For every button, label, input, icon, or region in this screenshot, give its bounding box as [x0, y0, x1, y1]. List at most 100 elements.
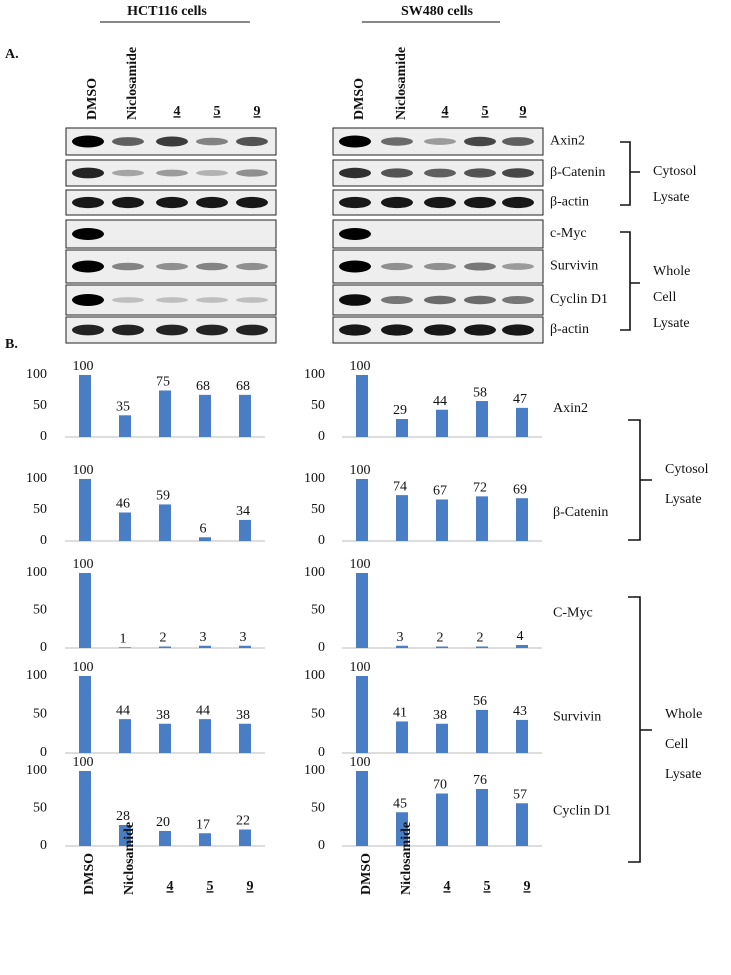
lane-label: 5	[484, 879, 491, 894]
bar	[436, 793, 448, 846]
blot-band	[112, 262, 144, 271]
lane-label: Niclosamide	[399, 822, 414, 895]
group-label: Lysate	[665, 767, 702, 782]
y-tick-label: 0	[318, 838, 325, 853]
blot-band	[424, 262, 456, 271]
y-tick-label: 50	[311, 707, 325, 722]
lane-label: 9	[520, 104, 527, 119]
lane-label: 5	[207, 879, 214, 894]
panel-b-label: B.	[5, 337, 18, 352]
y-tick-label: 100	[304, 668, 325, 683]
lane-label: 9	[254, 104, 261, 119]
y-tick-label: 50	[311, 801, 325, 816]
y-tick-label: 100	[26, 367, 47, 382]
blot-band	[381, 168, 413, 178]
y-tick-label: 100	[26, 565, 47, 580]
value-label: 28	[116, 809, 130, 824]
blot-band	[156, 169, 188, 177]
value-label: 100	[73, 755, 94, 770]
blot-band	[381, 324, 413, 336]
y-tick-label: 50	[33, 398, 47, 413]
group-label: Cell	[665, 737, 688, 752]
row-label: Survivin	[553, 710, 601, 725]
blot-band	[196, 170, 228, 176]
value-label: 4	[517, 629, 524, 644]
lane-label: 4	[444, 879, 451, 894]
bar	[199, 394, 211, 437]
value-label: 47	[513, 392, 527, 407]
blot-band	[72, 135, 104, 148]
group-label: Lysate	[653, 316, 690, 331]
blot-band	[236, 196, 268, 209]
blot-band	[156, 262, 188, 271]
blot-band	[339, 135, 371, 148]
blot-band	[339, 196, 371, 209]
y-tick-label: 0	[318, 429, 325, 444]
blot-band	[236, 297, 268, 303]
bar	[436, 499, 448, 541]
bracket	[628, 419, 652, 541]
blot-band	[464, 168, 496, 178]
blot-band	[72, 196, 104, 209]
y-tick-label: 100	[26, 763, 47, 778]
y-tick-label: 50	[311, 398, 325, 413]
lane-label: 4	[442, 104, 449, 119]
bar	[119, 415, 131, 437]
value-label: 3	[240, 630, 247, 645]
y-tick-label: 0	[40, 745, 47, 760]
bar	[396, 419, 408, 437]
value-label: 2	[437, 631, 444, 646]
blot-band	[156, 136, 188, 147]
bar	[79, 573, 91, 648]
bar	[239, 723, 251, 753]
bar	[239, 394, 251, 437]
blot-band	[156, 196, 188, 209]
bar	[119, 512, 131, 541]
blot-band	[112, 297, 144, 303]
panel-a-label: A.	[5, 47, 19, 62]
lane-label: DMSO	[85, 78, 100, 120]
group-label: Lysate	[653, 190, 690, 205]
lane-label: DMSO	[359, 853, 374, 895]
lane-label: DMSO	[82, 853, 97, 895]
value-label: 22	[236, 814, 250, 829]
y-tick-label: 50	[33, 801, 47, 816]
value-label: 58	[473, 385, 487, 400]
bar	[159, 723, 171, 753]
lane-label: 5	[214, 104, 221, 119]
blot-band	[381, 262, 413, 271]
y-tick-label: 0	[40, 838, 47, 853]
lane-label: 4	[174, 104, 181, 119]
bar	[516, 645, 528, 648]
blot-row-label: Cyclin D1	[550, 292, 608, 307]
blot-band	[502, 324, 534, 336]
blot-band	[112, 196, 144, 209]
bar	[159, 646, 171, 648]
bar	[396, 495, 408, 541]
group-label: Cytosol	[653, 164, 697, 179]
group-label: Lysate	[665, 492, 702, 507]
blot-band	[196, 196, 228, 209]
bar	[436, 409, 448, 437]
value-label: 45	[393, 796, 407, 811]
bar	[119, 647, 131, 648]
blot-band	[72, 167, 104, 179]
value-label: 35	[116, 400, 130, 415]
bar	[356, 676, 368, 753]
blot-band	[464, 295, 496, 305]
y-tick-label: 100	[304, 763, 325, 778]
blot-band	[236, 262, 268, 271]
blot-row-label: β-actin	[550, 195, 589, 210]
blot-band	[464, 262, 496, 271]
y-tick-label: 50	[33, 603, 47, 618]
value-label: 76	[473, 773, 487, 788]
blot-band	[196, 324, 228, 336]
blot-row-label: Axin2	[550, 134, 585, 149]
bar	[476, 646, 488, 648]
blot-band	[339, 324, 371, 336]
bar	[396, 645, 408, 648]
y-tick-label: 0	[40, 640, 47, 655]
y-tick-label: 0	[40, 533, 47, 548]
lane-label: Niclosamide	[122, 822, 137, 895]
value-label: 100	[350, 359, 371, 374]
